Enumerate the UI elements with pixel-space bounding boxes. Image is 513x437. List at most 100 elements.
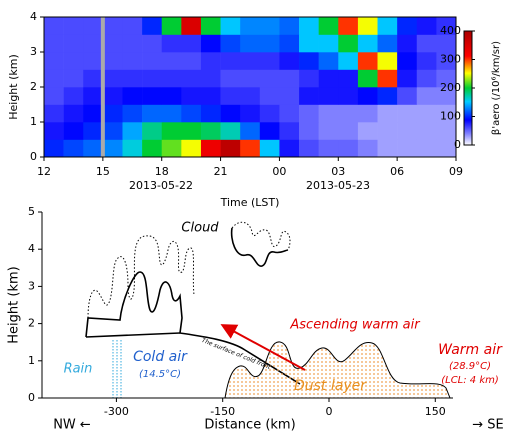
x-tick-label: 09 <box>449 165 463 178</box>
heatmap-cell <box>122 139 143 158</box>
heatmap-cell <box>318 17 339 35</box>
heatmap-cell <box>318 104 339 123</box>
x-tick-label: 00 <box>272 165 286 178</box>
ascending-label: Ascending warm air <box>289 318 421 333</box>
heatmap-cell <box>161 69 182 88</box>
y-tick-label: 3 <box>28 279 35 292</box>
warm-air-label: Warm air <box>438 342 503 358</box>
y-tick-label: 3 <box>30 45 37 58</box>
y-tick-label: 2 <box>28 317 35 330</box>
heatmap-cell <box>181 52 202 70</box>
x-tick-label: -150 <box>210 405 235 418</box>
heatmap-cell <box>240 87 261 105</box>
heatmap-cell <box>44 17 64 35</box>
heatmap-cell <box>122 17 143 35</box>
heatmap-cell <box>299 34 319 53</box>
heatmap-cell <box>299 139 319 158</box>
heatmap-cell <box>259 87 280 105</box>
nw-label: NW ← <box>53 418 91 433</box>
heatmap-cell <box>279 122 300 140</box>
cold-air-top <box>85 332 181 338</box>
heatmap-cell <box>161 17 182 35</box>
heatmap-cell <box>416 104 437 123</box>
heatmap-cell <box>102 69 123 88</box>
heatmap-cell <box>83 17 104 35</box>
heatmap-cell <box>142 52 163 70</box>
heatmap-cell <box>416 122 437 140</box>
cold-temp: (14.5°C) <box>139 369 181 380</box>
y-tick-label: 1 <box>30 115 37 128</box>
heatmap-cell <box>220 104 241 123</box>
heatmap-cell <box>200 87 221 105</box>
heatmap-cell <box>161 104 182 123</box>
heatmap-cell <box>200 69 221 88</box>
heatmap-cell <box>357 104 378 123</box>
heatmap-cell <box>416 139 437 158</box>
heatmap-cell <box>436 17 457 35</box>
heatmap-cell <box>240 139 261 158</box>
heatmap-cell <box>142 87 163 105</box>
heatmap-cell <box>142 69 163 88</box>
front-label: The surface of cold front <box>201 337 272 371</box>
heatmap-cell <box>122 87 143 105</box>
heatmap-cell <box>220 87 241 105</box>
cloud-outline <box>231 221 291 251</box>
heatmap-cell <box>161 139 182 158</box>
rain-lines <box>112 340 122 398</box>
heatmap-cell <box>279 87 300 105</box>
heatmap-cell <box>416 52 437 70</box>
heatmap-cell <box>63 139 84 158</box>
heatmap-cell <box>44 122 64 140</box>
heatmap-cell <box>279 104 300 123</box>
heatmap-cell <box>299 52 319 70</box>
heatmap-cell <box>357 122 378 140</box>
heatmap-cell <box>397 104 418 123</box>
heatmap-cell <box>318 139 339 158</box>
y-axis-label: Height (km) <box>7 54 20 120</box>
heatmap-cell <box>220 52 241 70</box>
heatmap-cell <box>436 122 457 140</box>
heatmap-cell <box>142 17 163 35</box>
heatmap-cell <box>44 87 64 105</box>
cloud-outline <box>87 235 195 319</box>
heatmap-cell <box>436 87 457 105</box>
heatmap-cell <box>397 87 418 105</box>
rain-label: Rain <box>64 362 93 377</box>
heatmap-cell <box>357 69 378 88</box>
heatmap-cell <box>161 34 182 53</box>
warm-temp: (28.9°C) <box>449 361 491 372</box>
heatmap-cell <box>377 69 398 88</box>
x-tick-label: 15 <box>96 165 110 178</box>
heatmap-cell <box>397 34 418 53</box>
heatmap-cell <box>259 122 280 140</box>
heatmap-cell <box>181 87 202 105</box>
rain-gap <box>100 17 105 157</box>
y-tick-label: 4 <box>28 242 35 255</box>
heatmap-cell <box>63 52 84 70</box>
heatmap-cell <box>83 34 104 53</box>
front-outline <box>85 271 301 385</box>
heatmap-cell <box>161 87 182 105</box>
x-axis-label: Distance (km) <box>204 418 295 433</box>
heatmap-cell <box>102 17 123 35</box>
heatmap-cell <box>83 139 104 158</box>
heatmap-cell <box>181 34 202 53</box>
heatmap-cell <box>397 69 418 88</box>
heatmap-cell <box>142 34 163 53</box>
heatmap-cell <box>161 122 182 140</box>
cold-air-label: Cold air <box>133 349 188 365</box>
heatmap-cell <box>200 122 221 140</box>
heatmap-cell <box>377 17 398 35</box>
heatmap-cell <box>279 34 300 53</box>
dust-label: Dust layer <box>294 378 367 394</box>
heatmap-cell <box>397 52 418 70</box>
heatmap-cell <box>63 34 84 53</box>
heatmap-cell <box>377 122 398 140</box>
y-tick-label: 0 <box>28 391 35 404</box>
heatmap-cell <box>142 122 163 140</box>
heatmap-cell <box>200 34 221 53</box>
heatmap-cell <box>357 139 378 158</box>
heatmap-cell <box>220 69 241 88</box>
heatmap-cell <box>318 69 339 88</box>
lidar-panel: Height (km) Time (LST) 2013-05-22 2013-0… <box>7 10 502 209</box>
